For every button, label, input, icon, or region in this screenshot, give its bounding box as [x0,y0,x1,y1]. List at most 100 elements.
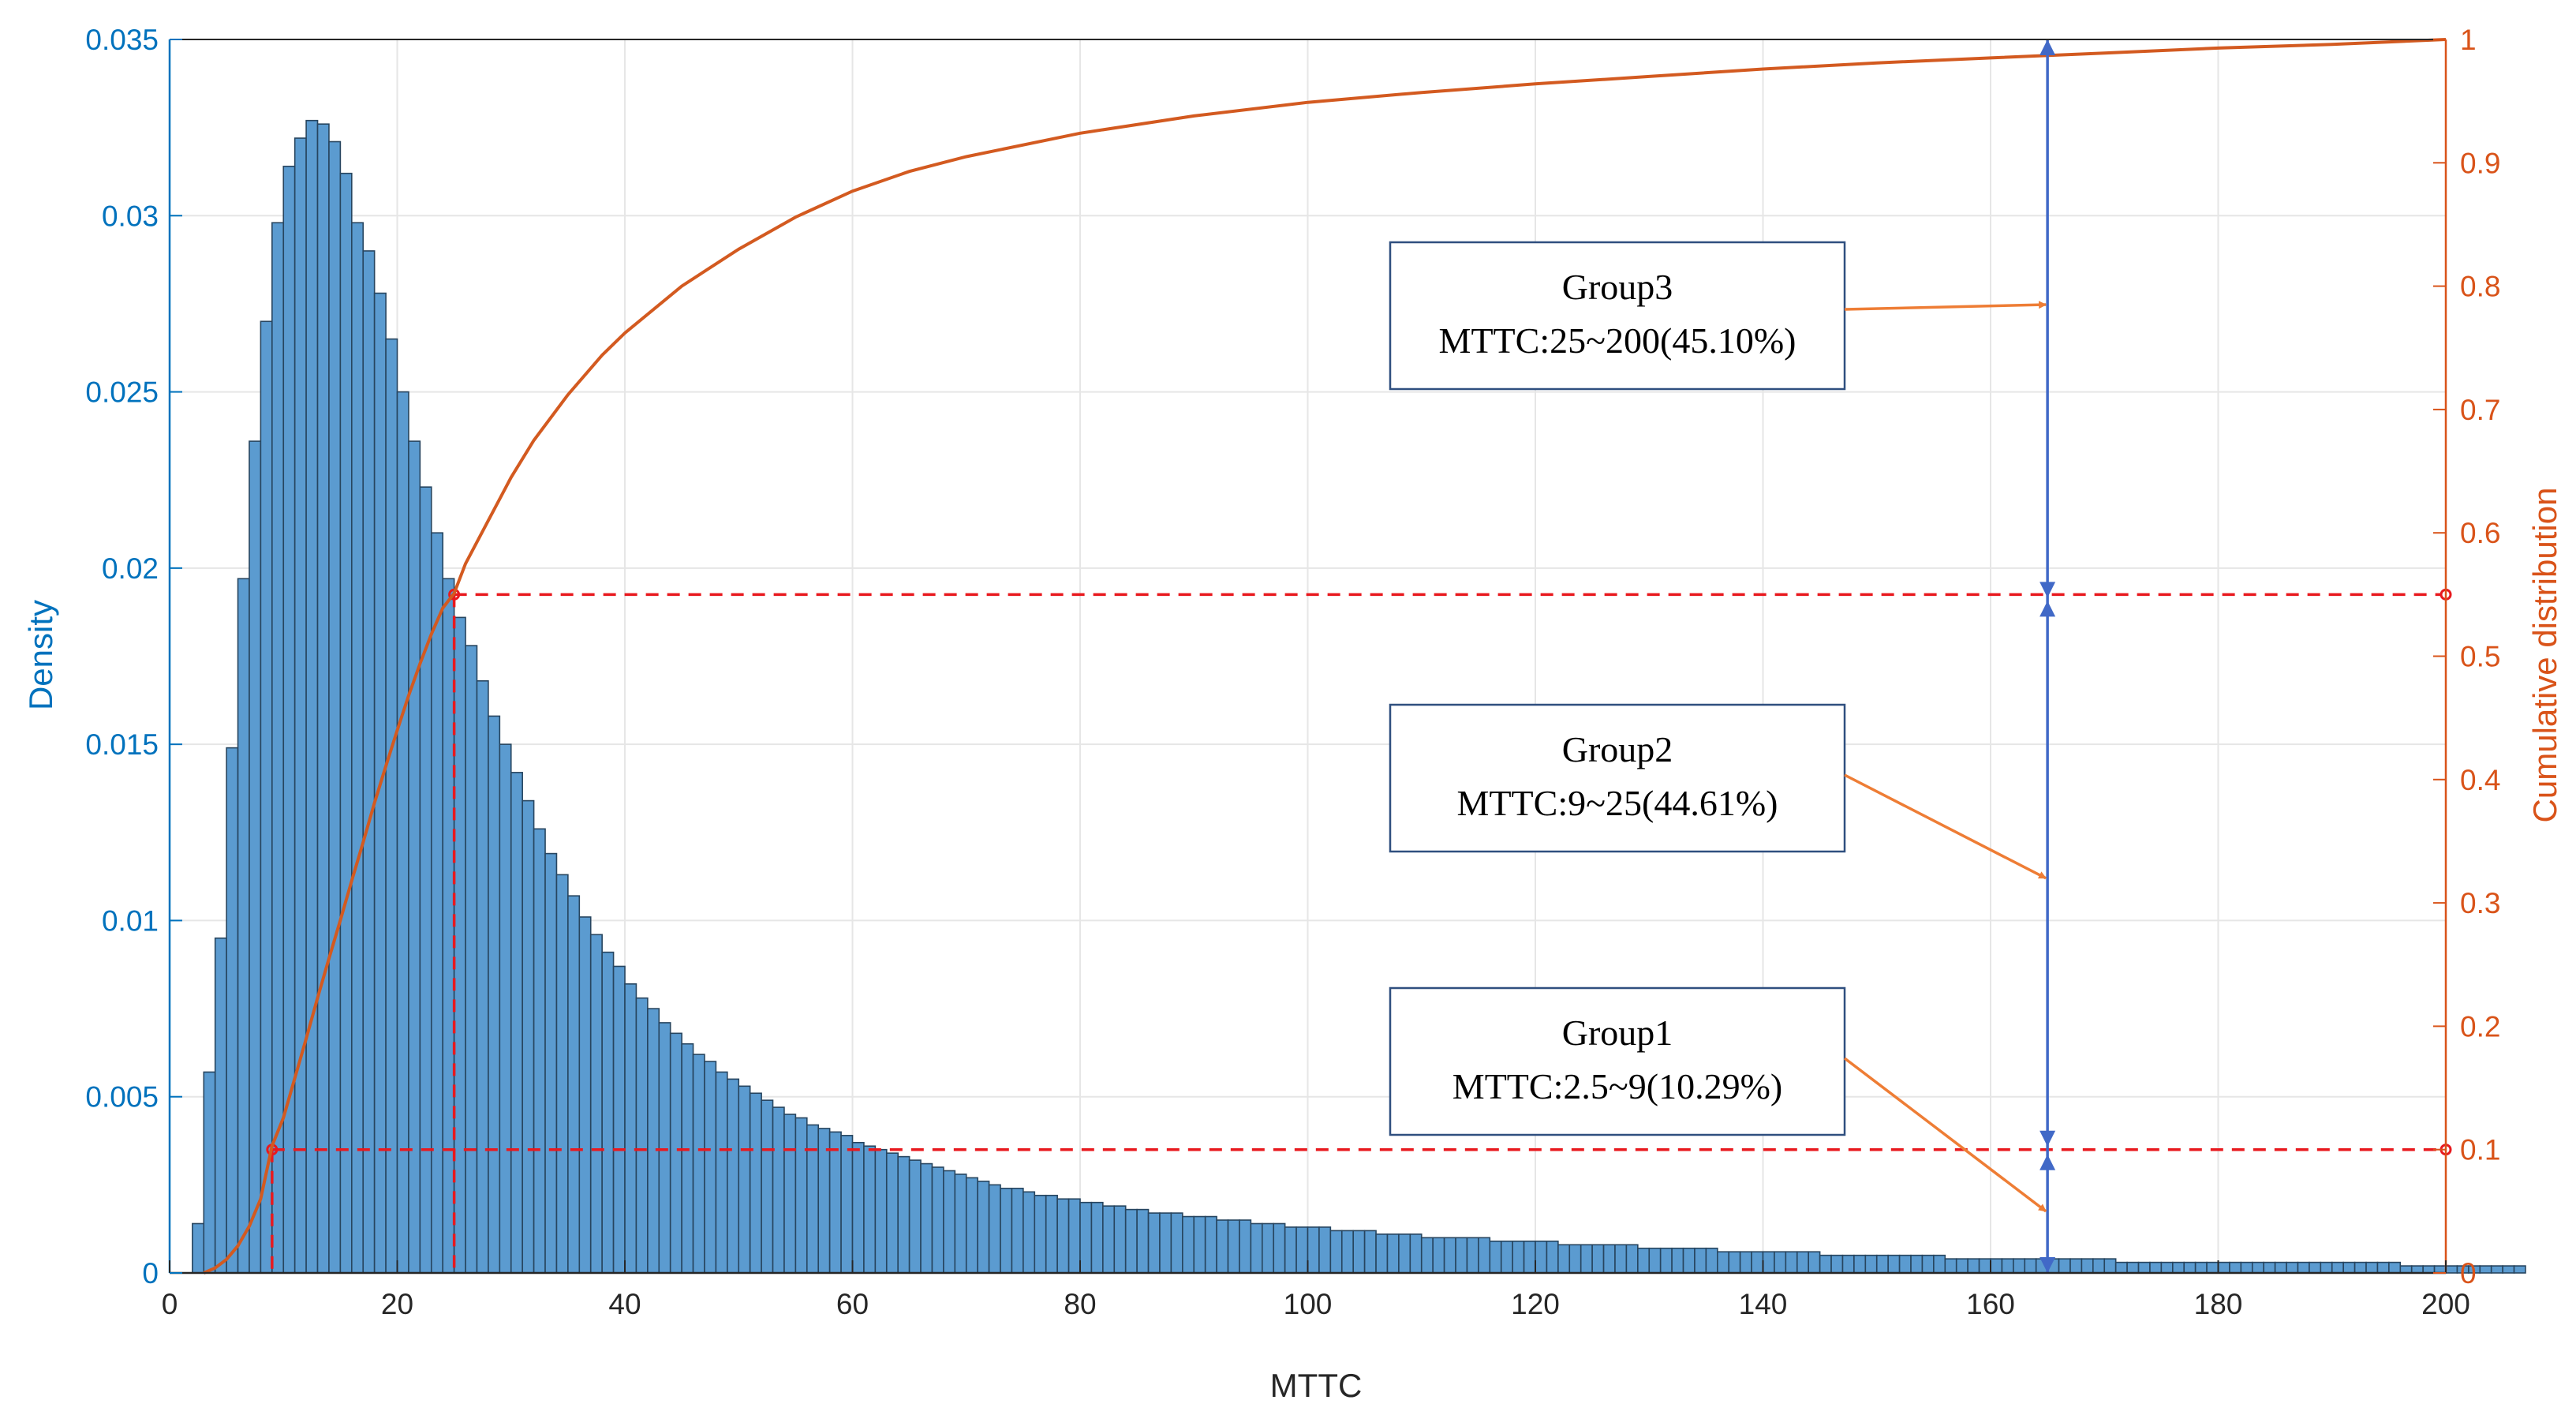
x-tick-label: 180 [2194,1288,2243,1320]
right-tick-label: 0.6 [2460,517,2500,549]
histogram-bar [1409,1233,1423,1274]
histogram-bar [1432,1237,1445,1274]
histogram-bar [260,320,273,1274]
histogram-bar [1796,1251,1809,1274]
right-tick-label: 0.1 [2460,1134,2500,1166]
histogram-bar [1648,1247,1662,1274]
x-tick-label: 160 [1966,1288,2015,1320]
histogram-bar [738,1085,751,1274]
histogram-bar [749,1092,762,1274]
histogram-bar [806,1124,820,1274]
histogram-bar [1751,1251,1764,1274]
histogram-bar [2263,1261,2276,1274]
histogram-bar [977,1181,990,1274]
histogram-bar [988,1184,1001,1274]
histogram-bar [214,937,227,1274]
histogram-bar [1284,1226,1297,1274]
histogram-bar [1455,1237,1468,1274]
x-tick-label: 20 [381,1288,413,1320]
histogram-bar [692,1054,705,1274]
histogram-bar [2229,1261,2242,1274]
histogram-bar [2217,1261,2230,1274]
histogram-bar [2502,1265,2515,1274]
histogram-bar [943,1170,956,1274]
histogram-bar [1478,1237,1491,1274]
histogram-bar [555,874,569,1274]
bracket-arrowhead [2039,39,2056,55]
group-annotations: Group3 MTTC:25~200(45.10%) Group2 MTTC:9~25… [1389,241,2047,1213]
histogram-bar [1944,1258,1957,1274]
x-tick-label: 80 [1064,1288,1096,1320]
right-tick-label: 0.7 [2460,394,2500,426]
histogram-bar [1568,1244,1582,1274]
bracket-arrowhead [2039,601,2056,617]
histogram-bar [476,679,489,1274]
histogram-bar [1739,1251,1752,1274]
histogram-bar [249,440,262,1274]
histogram-bar [2490,1265,2503,1274]
histogram-bar [954,1174,967,1274]
histogram-bar [635,997,649,1274]
annotation-title: Group3 [1562,267,1673,307]
right-tick-label: 0.5 [2460,641,2500,673]
group-bracket [2039,39,2056,1273]
histogram-bar [727,1078,740,1274]
histogram-bar [1614,1244,1628,1274]
histogram-bar [328,140,342,1274]
right-tick-label: 0.2 [2460,1010,2500,1043]
left-tick-label: 0.02 [102,552,159,585]
histogram-bar [385,338,398,1274]
histogram-bar [783,1114,797,1274]
histogram-bars [192,119,2526,1274]
annotation-arrow [1844,301,2047,311]
histogram-bar [1523,1241,1536,1274]
histogram-bar [1239,1219,1252,1274]
histogram-bar [1591,1244,1605,1274]
histogram-bar [851,1141,865,1274]
left-axis-title: Density [22,600,59,710]
histogram-bar [203,1071,216,1274]
histogram-bar [1774,1251,1787,1274]
histogram-bar [1318,1226,1332,1274]
histogram-bar [1136,1208,1150,1274]
right-axis-title: Cumulative distribution [2526,488,2563,823]
histogram-bar [1386,1233,1400,1274]
histogram-bar [1682,1247,1696,1274]
histogram-bar [681,1043,694,1274]
annotation-box [1389,703,1846,853]
histogram-bar [965,1177,978,1274]
histogram-bar [908,1159,922,1274]
histogram-bar [1443,1237,1456,1274]
histogram-bar [1978,1258,1991,1274]
right-tick-label: 1 [2460,24,2477,56]
histogram-bar [2365,1261,2379,1274]
histogram-bar [2160,1261,2174,1274]
histogram-bar [1307,1226,1320,1274]
x-tick-label: 0 [162,1288,178,1320]
x-tick-label: 120 [1511,1288,1560,1320]
histogram-bar [1363,1230,1377,1274]
histogram-bar [1933,1254,1946,1274]
histogram-bar [1841,1254,1855,1274]
histogram-bar [1023,1191,1036,1274]
histogram-bar [544,852,558,1274]
histogram-bar [1113,1205,1127,1274]
histogram-bar [624,983,637,1274]
histogram-bar [589,934,603,1274]
histogram-bar [1295,1226,1309,1274]
histogram-bar [2126,1261,2140,1274]
histogram-bar [1557,1244,1571,1274]
cdf-line [203,38,2447,1275]
histogram-bar [2354,1261,2367,1274]
histogram-bar [1045,1194,1058,1274]
histogram-bar [2274,1261,2287,1274]
annotation-title: Group2 [1562,729,1673,769]
histogram-bar [522,799,535,1274]
histogram-bar [1489,1241,1502,1274]
histogram-bar [897,1155,910,1274]
right-tick-label: 0 [2460,1257,2477,1290]
histogram-bar [488,715,501,1274]
histogram-bar [2309,1261,2322,1274]
histogram-bar [1329,1230,1343,1274]
